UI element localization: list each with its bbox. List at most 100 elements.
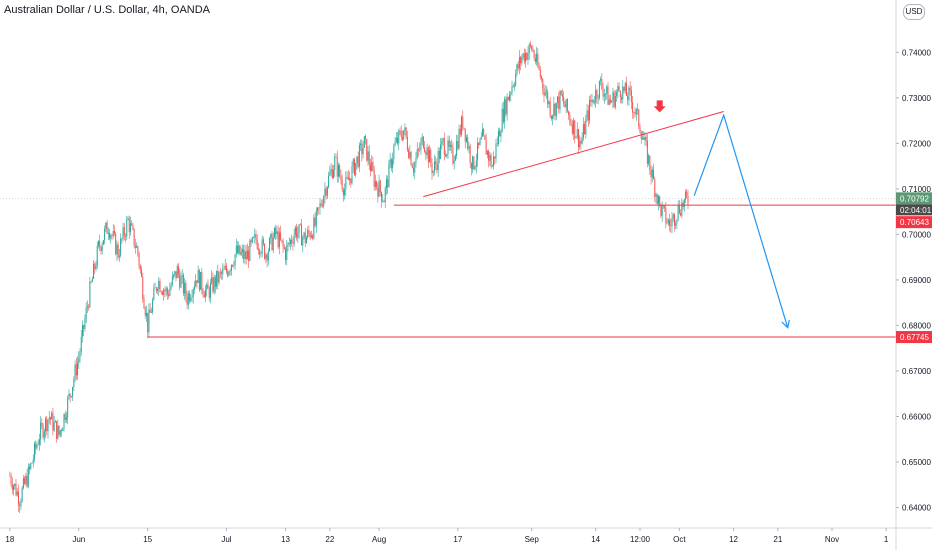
candle-body xyxy=(181,274,183,277)
candle-body xyxy=(511,85,513,93)
candle-body xyxy=(185,282,187,297)
candle-body xyxy=(388,163,390,188)
candle-body xyxy=(635,109,637,115)
candle-body xyxy=(75,364,77,376)
candle-body xyxy=(288,243,290,244)
candle-body xyxy=(687,196,689,204)
candle-body xyxy=(474,166,476,170)
candle-body xyxy=(186,296,188,305)
candle-body xyxy=(592,99,594,103)
price-tick-label: 0.71000 xyxy=(902,185,931,194)
candle-body xyxy=(526,53,528,60)
candle-body xyxy=(509,94,511,101)
candle-body xyxy=(301,224,303,246)
candle-body xyxy=(145,312,147,316)
candle-body xyxy=(357,156,359,167)
candle-body xyxy=(198,270,200,290)
candle-body xyxy=(14,483,16,487)
candle-body xyxy=(600,78,602,81)
candle-body xyxy=(413,167,415,173)
candle-body xyxy=(675,223,677,226)
candle-body xyxy=(559,90,561,110)
candle-body xyxy=(649,155,651,170)
candle-body xyxy=(33,443,35,460)
candle-body xyxy=(685,191,687,200)
trendline xyxy=(423,111,724,198)
candle-body xyxy=(485,139,487,155)
candle-body xyxy=(89,281,91,308)
candle-body xyxy=(683,199,685,207)
candle-body xyxy=(622,86,624,100)
candle-body xyxy=(483,129,485,136)
candle-body xyxy=(346,176,348,178)
candle-body xyxy=(643,137,645,140)
candle-body xyxy=(149,309,151,313)
candle-body xyxy=(254,234,256,238)
candle-body xyxy=(265,254,267,259)
time-tick-label: 12 xyxy=(729,535,738,544)
candle-body xyxy=(180,276,182,288)
candle-body xyxy=(409,152,411,158)
candle-body xyxy=(651,169,653,178)
price-tags-layer: 0.70792 02:04:01 0.70643 0.67745 xyxy=(896,192,932,344)
candle-body xyxy=(430,149,432,164)
candle-body xyxy=(305,237,307,244)
candle-body xyxy=(379,180,381,192)
last-price-label: 0.70792 xyxy=(900,194,929,203)
candle-body xyxy=(606,86,608,94)
candle-body xyxy=(163,290,165,295)
candle-body xyxy=(433,161,435,172)
candle-body xyxy=(573,120,575,134)
candle-body xyxy=(209,283,211,298)
candle-body xyxy=(361,143,363,155)
drawings-layer xyxy=(423,100,790,329)
candle-body xyxy=(99,241,101,247)
price-axis[interactable]: 0.74000 0.73000 0.72000 0.71000 0.70000 0.690… xyxy=(896,48,931,513)
candle-body xyxy=(543,88,545,96)
candle-body xyxy=(389,159,391,164)
candle-body xyxy=(662,205,664,207)
candle-body xyxy=(657,196,659,204)
candle-body xyxy=(21,488,23,502)
candle-body xyxy=(184,282,186,294)
chart-title: Australian Dollar / U.S. Dollar, 4h, OAN… xyxy=(4,4,211,16)
candle-body xyxy=(670,225,672,227)
candle-body xyxy=(415,157,417,163)
candle-body xyxy=(339,165,341,177)
candle-body xyxy=(468,146,470,149)
candle-body xyxy=(328,175,330,188)
candle-body xyxy=(481,129,483,137)
candle-body xyxy=(303,232,305,238)
candle-body xyxy=(230,265,232,271)
candle-body xyxy=(419,149,421,151)
candle-body xyxy=(477,142,479,161)
candle-body xyxy=(512,85,514,87)
price-tick-label: 0.70000 xyxy=(902,230,931,239)
candle-body xyxy=(131,223,133,226)
candle-body xyxy=(192,289,194,297)
candle-body xyxy=(582,124,584,139)
candle-body xyxy=(244,251,246,260)
candle-body xyxy=(619,90,621,98)
candle-body xyxy=(65,417,67,420)
candle-body xyxy=(104,228,106,241)
candle-body xyxy=(235,245,237,255)
candle-body xyxy=(29,466,31,469)
candle-body xyxy=(425,151,427,155)
candle-body xyxy=(73,379,75,387)
candle-body xyxy=(645,136,647,141)
candle-body xyxy=(603,94,605,97)
candle-body xyxy=(308,230,310,233)
candle-body xyxy=(366,138,368,161)
candle-body xyxy=(37,444,39,446)
candle-body xyxy=(558,96,560,110)
candle-body xyxy=(277,231,279,248)
time-axis[interactable]: 18 Jun 15 Jul 13 22 Aug 17 Sep 14 12:00 Oct 12 21 Nov 1 xyxy=(5,528,889,544)
candle-body xyxy=(382,200,384,202)
candle-body xyxy=(585,118,587,135)
candle-body xyxy=(36,444,38,449)
currency-button[interactable]: USD xyxy=(903,4,925,20)
candle-body xyxy=(628,87,630,101)
candle-body xyxy=(590,99,592,102)
